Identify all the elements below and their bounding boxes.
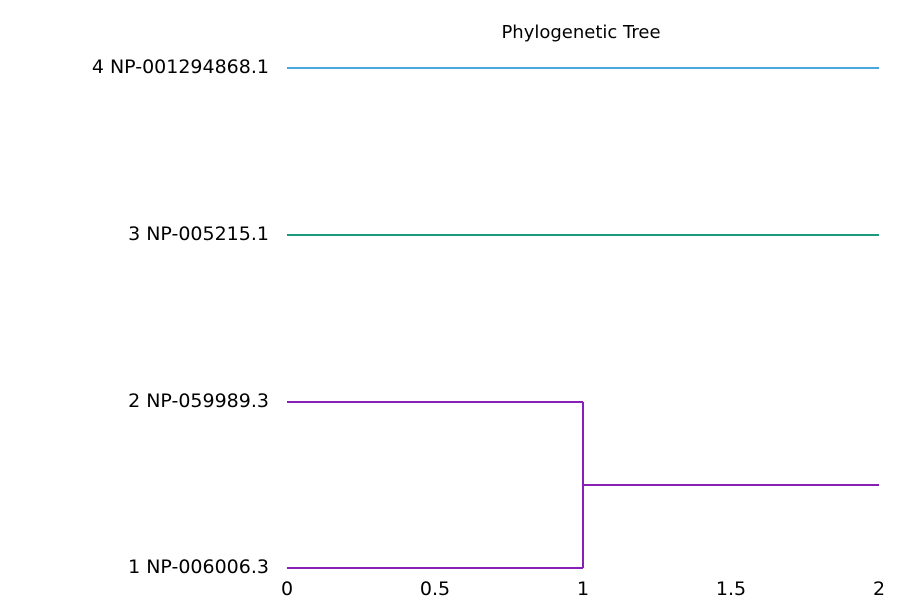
- leaf-label: 3 NP-005215.1: [128, 223, 269, 245]
- x-tick-label: 1: [577, 578, 589, 600]
- leaf-label: 4 NP-001294868.1: [92, 56, 269, 78]
- x-tick-label: 1.5: [716, 578, 746, 600]
- leaf-labels: 4 NP-001294868.1 3 NP-005215.1 2 NP-059989…: [92, 56, 269, 578]
- leaf-label: 1 NP-006006.3: [128, 556, 269, 578]
- x-axis-ticks: 0 0.5 1 1.5 2: [281, 578, 885, 600]
- x-tick-label: 2: [873, 578, 885, 600]
- x-tick-label: 0.5: [420, 578, 450, 600]
- tree-branches: [287, 67, 879, 569]
- chart-title: Phylogenetic Tree: [501, 22, 660, 43]
- x-tick-label: 0: [281, 578, 293, 600]
- leaf-label: 2 NP-059989.3: [128, 390, 269, 412]
